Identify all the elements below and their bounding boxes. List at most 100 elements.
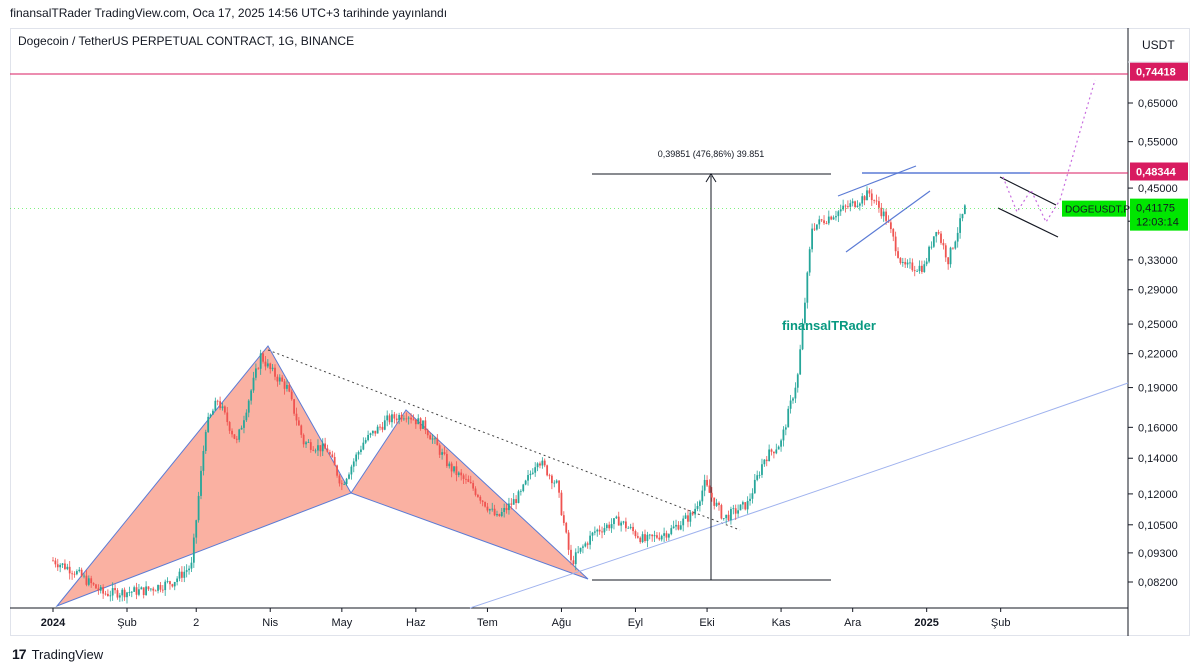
candle [357,450,360,460]
candle [835,210,837,221]
candle [271,363,274,372]
candle [457,471,460,478]
candle [551,474,553,490]
harmonic-pattern[interactable] [55,345,589,608]
candle [360,445,362,455]
candle [617,511,620,526]
y-tick-label: 0,65000 [1138,98,1178,110]
candle [276,374,279,387]
candle [80,567,83,578]
x-tick-label: Kas [772,617,791,629]
candle [656,531,658,540]
candle [562,511,565,526]
x-tick-label: Eyl [628,617,643,629]
candle [572,555,575,566]
candle [135,582,138,600]
candle [789,394,792,414]
candle [300,424,303,438]
candle [235,435,238,444]
candle [383,415,386,431]
candle [171,583,174,588]
last-price-label: 0,41175 [1136,203,1175,215]
candle [784,424,787,436]
candle [856,200,859,208]
support-curve[interactable] [469,382,1129,609]
candle [663,527,665,542]
candle [436,434,439,446]
candle [128,586,131,597]
candle [290,389,293,401]
candle [264,355,267,371]
candle [918,260,921,274]
candle [75,569,78,576]
candle [820,218,823,223]
bull-flag[interactable] [997,79,1096,238]
candle [608,521,611,531]
candle [488,508,491,515]
candle [894,231,897,256]
candle [293,398,295,416]
candle [548,473,551,480]
candle [350,464,353,480]
y-tick-label: 0,10500 [1138,520,1178,532]
candle [832,215,835,220]
candle [283,379,286,395]
candle [949,246,952,268]
candle [744,502,747,511]
candle [961,213,964,222]
currency-label[interactable]: USDT [1142,38,1175,52]
candle [622,520,625,525]
candle [345,477,348,487]
candle [720,503,723,520]
candle [422,420,424,430]
candle [169,580,171,590]
candle [183,566,186,583]
footer-brand: TradingView [31,646,104,662]
price-range-measure[interactable]: 0,39851 (476,86%) 39.851 [592,149,831,581]
candle [388,413,391,425]
candle [479,495,482,504]
x-tick-label: 2025 [914,617,938,629]
candle [916,269,919,272]
candle [142,587,145,599]
candle [288,382,291,393]
candle [107,589,109,597]
candle [935,231,938,243]
candle [348,472,350,480]
candle [825,221,828,225]
y-tick-label: 0,19000 [1138,383,1178,395]
candle [364,437,367,445]
pattern-triangle-left [55,345,352,608]
rising-wedge[interactable] [837,165,931,253]
candle [930,241,933,250]
candle [636,532,639,539]
time-axis[interactable]: 2024 Şub 2 Nis May Haz Tem Ağu Eyl Eki Kas Ara 2025 Ş… [41,608,1011,629]
candle [424,416,427,435]
candle [245,409,248,422]
candle [398,412,401,425]
price-axis[interactable]: 0,650000,550000,450000,390000,330000,290… [1128,98,1178,589]
candle [114,584,116,594]
candle [761,458,763,478]
candle [92,582,95,586]
candle [641,531,644,544]
candle [297,417,300,426]
projection-path [1002,79,1096,224]
candle [517,489,520,504]
candle [403,415,405,421]
candle [326,444,329,453]
candle [118,592,121,602]
candle [675,519,677,531]
price-labels: 0,74418 0,48344 DOGEUSDT.P 0,41175 12:03:14 [10,62,1188,231]
chart-frame [10,28,1190,636]
candle [500,507,503,518]
footer: 17 TradingView [12,646,103,662]
candle [746,496,749,514]
candle [369,432,372,438]
candle [352,458,355,473]
candle [639,536,642,544]
trendline-down[interactable] [267,349,741,531]
candle [221,402,224,411]
candle [505,503,508,514]
